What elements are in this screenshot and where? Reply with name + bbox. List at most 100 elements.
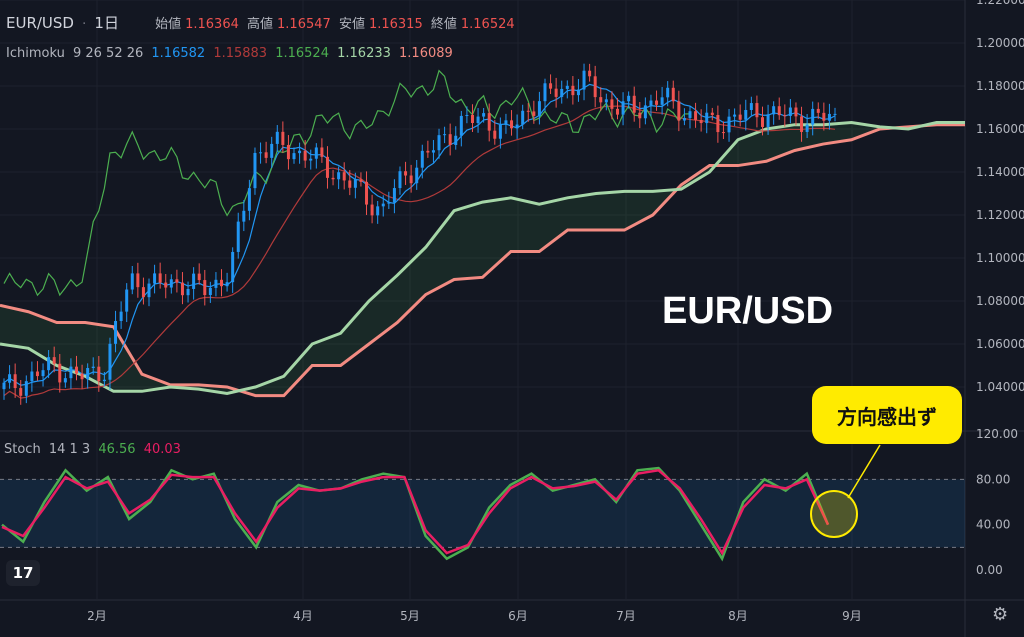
- candle-body: [292, 153, 296, 160]
- candle-body: [688, 111, 692, 118]
- candle-body: [203, 280, 207, 296]
- candle-body: [772, 106, 776, 115]
- candle-body: [398, 171, 402, 189]
- candle-body: [303, 150, 307, 161]
- candle-body: [164, 282, 168, 288]
- candle-body: [816, 108, 820, 113]
- candle-body: [264, 152, 268, 158]
- candle-body: [331, 177, 335, 180]
- candle-body: [153, 273, 157, 284]
- candle-body: [655, 100, 659, 105]
- candle-body: [716, 114, 720, 133]
- candle-body: [337, 172, 341, 180]
- ichimoku-spanB-value: 1.16089: [399, 46, 453, 61]
- candle-body: [532, 111, 536, 116]
- candle-body: [24, 381, 28, 396]
- candle-body: [588, 70, 592, 77]
- candle-body: [220, 279, 224, 287]
- candle-body: [13, 374, 17, 389]
- candle-body: [794, 107, 798, 117]
- candle-body: [75, 366, 79, 374]
- price-tick-label: 1.14000: [976, 165, 1024, 179]
- candle-body: [19, 388, 23, 396]
- stoch-tick-label: 120.00: [976, 427, 1018, 441]
- candle-body: [694, 111, 698, 120]
- stoch-d-value: 40.03: [143, 442, 181, 457]
- candle-body: [660, 97, 664, 105]
- stochastic-panel: [0, 466, 965, 562]
- stoch-tick-label: 40.00: [976, 518, 1010, 532]
- candle-body: [275, 131, 279, 144]
- chikou-line: [3, 69, 690, 297]
- candles: [2, 63, 837, 405]
- candle-body: [738, 114, 742, 120]
- candle-body: [392, 188, 396, 203]
- candle-body: [108, 343, 112, 380]
- candle-body: [677, 101, 681, 121]
- ohlc-low-value: 1.16315: [368, 17, 423, 32]
- tradingview-logo[interactable]: 17: [6, 560, 40, 586]
- candle-body: [242, 210, 246, 222]
- candle-body: [710, 112, 714, 115]
- symbol-label[interactable]: EUR/USD: [6, 14, 74, 32]
- stoch-highlight-circle: [810, 490, 858, 538]
- candle-body: [666, 87, 670, 98]
- candle-body: [91, 366, 95, 369]
- gear-icon[interactable]: ⚙: [992, 604, 1009, 625]
- ohlc-high-label: 高値: [247, 17, 274, 32]
- time-tick-label: 7月: [616, 609, 636, 623]
- tenkan-line: [3, 83, 836, 386]
- candle-body: [621, 101, 625, 115]
- candle-body: [543, 83, 547, 102]
- candle-body: [682, 117, 686, 121]
- ichimoku-name: Ichimoku: [6, 46, 65, 61]
- ichimoku-legend[interactable]: Ichimoku 9 26 52 26 1.16582 1.15883 1.16…: [6, 46, 457, 61]
- candle-body: [487, 113, 491, 131]
- candle-body: [565, 85, 569, 89]
- candle-body: [320, 147, 324, 157]
- price-tick-label: 1.20000: [976, 36, 1024, 50]
- candle-body: [827, 113, 831, 121]
- candle-body: [643, 105, 647, 119]
- ichimoku-tenkan-value: 1.16582: [151, 46, 206, 61]
- candle-body: [314, 147, 318, 159]
- candle-body: [476, 116, 480, 123]
- candle-body: [800, 116, 804, 132]
- candle-body: [80, 373, 84, 380]
- candle-body: [521, 110, 525, 125]
- candle-body: [69, 366, 73, 379]
- candle-body: [270, 143, 274, 158]
- interval-label[interactable]: 1日: [94, 14, 119, 32]
- candle-body: [8, 374, 12, 383]
- candle-body: [41, 370, 45, 377]
- candle-body: [286, 144, 290, 160]
- ichimoku-params: 9 26 52 26: [72, 46, 144, 61]
- candle-body: [114, 320, 118, 344]
- candle-body: [365, 181, 369, 205]
- candle-body: [52, 357, 56, 364]
- candle-body: [381, 203, 385, 207]
- candle-body: [504, 120, 508, 125]
- candle-body: [744, 109, 748, 120]
- ichimoku-cloud: [0, 121, 965, 398]
- candle-body: [231, 251, 235, 283]
- ichimoku-kijun-value: 1.15883: [213, 46, 268, 61]
- candle-body: [225, 282, 229, 287]
- candle-body: [180, 282, 184, 296]
- stoch-name: Stoch: [4, 442, 41, 457]
- ohlc-open-label: 始値: [155, 17, 182, 32]
- stoch-legend[interactable]: Stoch 14 1 3 46.56 40.03: [4, 442, 185, 457]
- ohlc-close-label: 終値: [430, 17, 457, 32]
- candle-body: [214, 279, 218, 288]
- candle-body: [86, 368, 90, 380]
- candle-body: [833, 113, 837, 115]
- candle-body: [788, 107, 792, 116]
- candle-body: [376, 206, 380, 216]
- candle-body: [47, 357, 51, 371]
- candle-body: [125, 289, 129, 312]
- header-legend: EUR/USD · 1日 始値 1.16364 高値 1.16547 安値 1.163…: [6, 14, 515, 32]
- candle-body: [571, 85, 575, 96]
- time-tick-label: 6月: [508, 609, 528, 623]
